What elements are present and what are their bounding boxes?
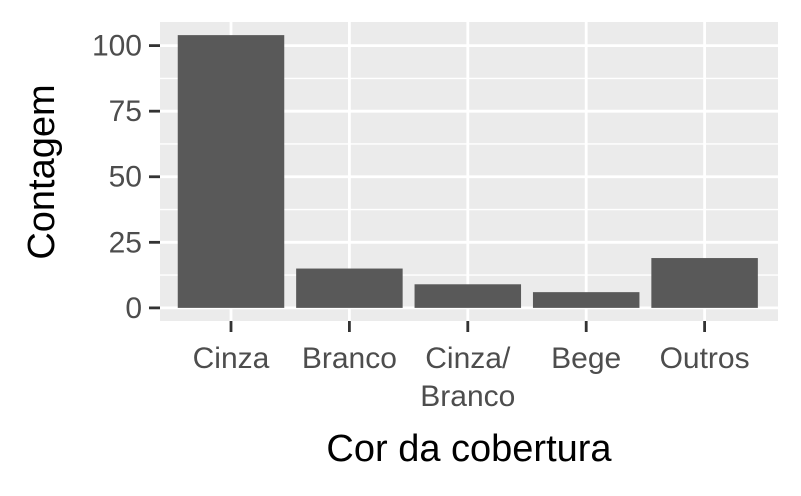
x-tick-label: Cinza — [193, 342, 270, 375]
y-tick-label: 25 — [109, 226, 142, 259]
x-axis: Cinza Branco Cinza/Branco Bege Outros — [193, 321, 750, 413]
bar — [296, 268, 403, 308]
x-tick-label: Cinza/Branco — [420, 342, 515, 413]
x-tick-label: Outros — [660, 342, 750, 375]
bar — [177, 35, 285, 308]
x-tick-label: Branco — [302, 342, 397, 375]
bar — [414, 284, 522, 308]
y-axis-title: Contagem — [21, 84, 63, 259]
bar — [651, 258, 758, 308]
y-tick-label: 100 — [92, 30, 142, 63]
bars — [177, 35, 758, 308]
y-tick-label: 0 — [125, 292, 142, 325]
y-axis: 0 25 50 75 100 — [92, 30, 160, 325]
x-axis-title: Cor da cobertura — [326, 428, 612, 470]
y-tick-label: 75 — [109, 95, 142, 128]
bar — [532, 292, 640, 308]
x-tick-label: Bege — [551, 342, 621, 375]
y-tick-label: 50 — [109, 161, 142, 194]
